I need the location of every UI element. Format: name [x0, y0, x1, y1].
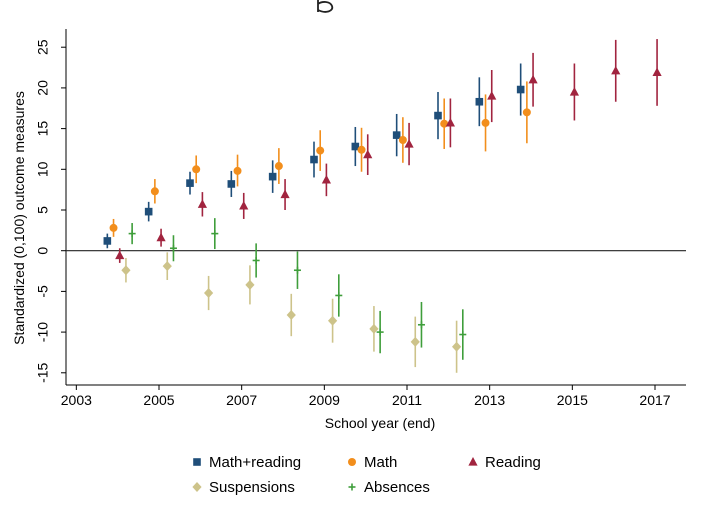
point-math-10	[522, 108, 531, 117]
point-math-reading-2	[186, 179, 194, 187]
legend-marker-reading	[468, 457, 478, 466]
x-tick-label-0: 2003	[61, 392, 92, 408]
series-math	[109, 81, 531, 237]
point-reading-1	[156, 232, 166, 242]
point-suspensions-6	[369, 323, 379, 334]
x-tick-label-1: 2005	[143, 392, 174, 408]
marks-layer	[103, 39, 662, 373]
point-reading-8	[445, 117, 455, 127]
y-tick-label-7: -10	[35, 322, 51, 342]
legend-marker-suspensions	[192, 482, 202, 492]
x-tick-label-7: 2017	[639, 392, 670, 408]
point-absences-3	[252, 256, 260, 264]
point-math-1	[150, 187, 159, 196]
point-math-8	[440, 119, 449, 128]
legend-marker-absences	[348, 483, 356, 491]
point-math-reading-9	[475, 97, 484, 106]
point-reading-13	[652, 67, 662, 77]
point-reading-2	[197, 199, 207, 208]
point-math-9	[481, 118, 490, 127]
y-tick-label-2: 15	[35, 121, 51, 137]
legend-marker-math	[348, 458, 356, 466]
point-math-reading-7	[392, 131, 401, 139]
point-reading-9	[487, 91, 497, 100]
x-axis-title: School year (end)	[325, 415, 436, 431]
point-suspensions-8	[452, 341, 462, 352]
point-suspensions-3	[245, 279, 255, 290]
series-math-reading	[103, 63, 525, 249]
point-reading-0	[115, 250, 125, 260]
point-math-2	[192, 165, 201, 174]
point-reading-7	[404, 139, 414, 148]
point-math-6	[357, 145, 366, 154]
point-math-reading-5	[310, 155, 318, 164]
x-tick-label-5: 2013	[474, 392, 505, 408]
y-tick-label-3: 10	[35, 161, 51, 177]
point-math-7	[398, 136, 407, 144]
point-absences-0	[128, 230, 136, 238]
point-reading-12	[611, 65, 621, 75]
legend-entry-suspensions: Suspensions	[192, 479, 295, 496]
series-reading	[115, 39, 662, 263]
y-tick-label-8: -15	[35, 362, 51, 382]
y-tick-label-0: 25	[35, 39, 51, 55]
point-math-reading-8	[434, 111, 442, 120]
point-absences-1	[169, 244, 177, 252]
legend-label-absences: Absences	[364, 479, 430, 496]
point-math-0	[109, 223, 118, 232]
point-math-reading-4	[268, 172, 277, 181]
point-reading-10	[528, 74, 538, 84]
point-absences-2	[211, 230, 219, 238]
point-suspensions-0	[121, 265, 131, 276]
legend: Math+reading Math Reading Suspensions Absenc…	[192, 454, 541, 496]
point-absences-7	[417, 321, 425, 329]
point-math-reading-0	[103, 237, 112, 245]
point-absences-6	[376, 328, 384, 336]
legend-label-math: Math	[364, 454, 397, 471]
point-reading-11	[569, 86, 579, 96]
point-suspensions-1	[162, 261, 172, 272]
x-tick-label-3: 2009	[309, 392, 340, 408]
legend-entry-reading: Reading	[468, 454, 541, 471]
point-math-reading-1	[144, 207, 153, 216]
series-suspensions	[121, 252, 462, 373]
point-suspensions-7	[410, 336, 420, 347]
x-tick-label-4: 2011	[392, 392, 422, 408]
point-absences-5	[335, 291, 343, 299]
point-reading-3	[239, 200, 249, 210]
series-absences	[128, 218, 467, 360]
legend-entry-math-reading: Math+reading	[193, 454, 301, 471]
y-tick-label-4: 5	[35, 206, 51, 214]
legend-label-math-reading: Math+reading	[209, 454, 301, 471]
point-math-5	[316, 146, 325, 155]
legend-marker-math-reading	[193, 458, 201, 466]
point-math-reading-3	[227, 180, 236, 188]
point-reading-5	[321, 174, 331, 184]
plot-area	[66, 35, 686, 385]
point-absences-4	[293, 266, 301, 274]
point-reading-6	[363, 149, 373, 159]
point-math-4	[274, 162, 283, 171]
x-tick-label-2: 2007	[226, 392, 257, 408]
point-suspensions-4	[286, 310, 296, 320]
point-math-3	[233, 166, 242, 175]
y-tick-label-5: 0	[35, 247, 51, 255]
point-absences-8	[459, 331, 467, 339]
point-suspensions-2	[204, 288, 214, 299]
legend-entry-absences: Absences	[348, 479, 430, 496]
legend-label-reading: Reading	[485, 454, 541, 471]
clipped-title-fragment	[317, 0, 334, 13]
point-suspensions-5	[328, 315, 338, 326]
point-math-reading-10	[516, 85, 525, 94]
legend-entry-math: Math	[348, 454, 397, 471]
legend-label-suspensions: Suspensions	[209, 479, 295, 496]
point-reading-4	[280, 189, 290, 199]
y-tick-label-6: -5	[35, 285, 51, 298]
x-tick-label-6: 2015	[557, 392, 588, 408]
y-tick-label-1: 20	[35, 80, 51, 96]
y-axis-title: Standardized (0,100) outcome measures	[11, 91, 27, 345]
point-math-reading-6	[351, 142, 360, 151]
